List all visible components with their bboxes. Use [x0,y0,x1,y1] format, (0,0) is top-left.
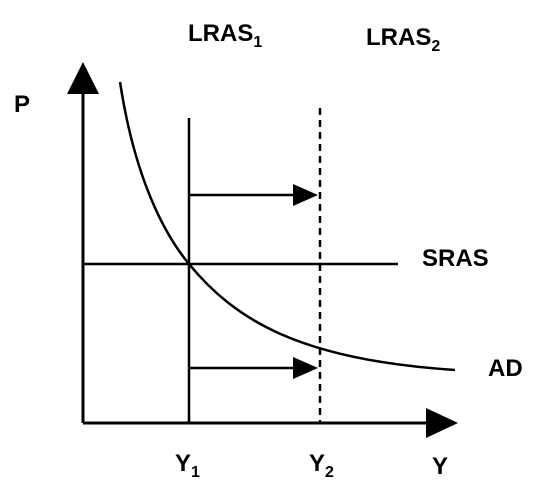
y-axis-arrowhead [67,62,99,94]
lras-shift-arrowhead [293,184,318,206]
y2-tick-label: Y2 [309,450,334,481]
lras2-label-sub: 2 [431,38,440,55]
y1-tick-base: Y [175,450,191,477]
lras1-label-sub: 1 [253,34,262,51]
y2-tick-sub: 2 [325,464,334,481]
ad-curve [118,81,456,372]
x-axis-arrowhead [426,408,458,438]
sras-label: SRAS [422,245,489,272]
lras2-label-base: LRAS [366,24,431,51]
ad-label: AD [488,355,523,382]
lras2-label: LRAS2 [366,24,440,55]
output-shift-arrowhead [293,357,318,379]
y-axis-label: P [14,91,30,118]
y1-tick-label: Y1 [175,450,200,481]
lras1-label: LRAS1 [188,20,262,51]
y1-tick-sub: 1 [191,464,200,481]
y2-tick-base: Y [309,450,325,477]
x-axis-label: Y [432,453,448,480]
lras1-label-base: LRAS [188,20,253,47]
